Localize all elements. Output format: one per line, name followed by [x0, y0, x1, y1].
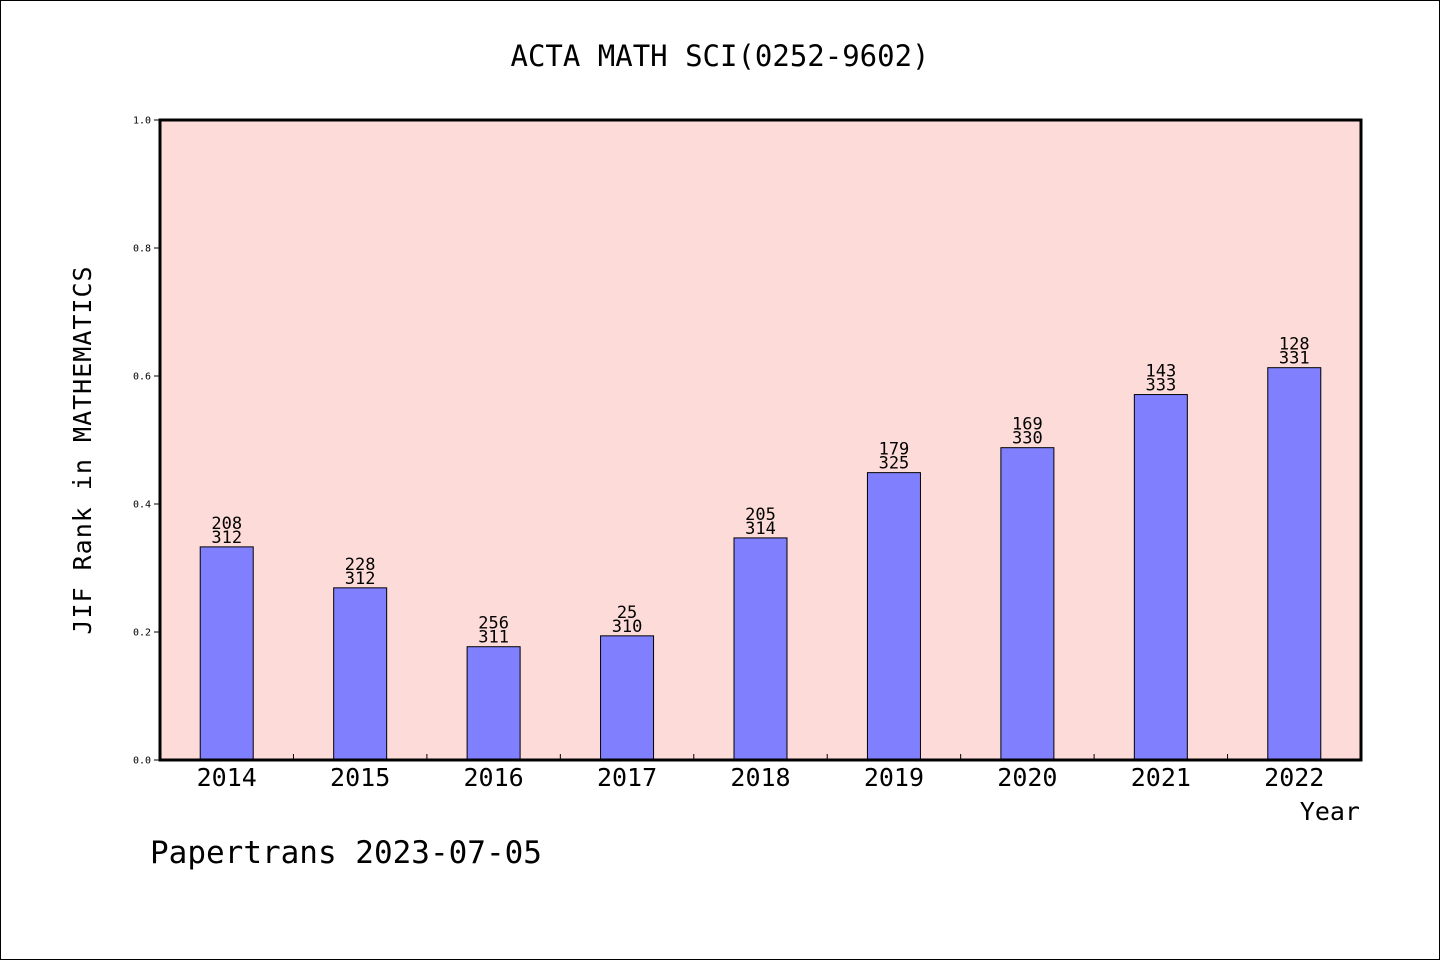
bar-2016 [466, 646, 521, 761]
y-tick-label: 1.0 [133, 116, 151, 127]
x-axis-label: Year [1300, 797, 1360, 826]
bar-total-label: 312 [211, 528, 242, 548]
bar-rank-label: 169 [1012, 415, 1043, 435]
bar-2015 [333, 587, 388, 761]
y-tick-label: 0.0 [133, 756, 151, 767]
bar-rank-label: 228 [345, 555, 376, 575]
bar-2020 [1000, 447, 1055, 761]
bar-2017 [600, 635, 655, 761]
x-axis-ticks: 2014 2015 2016 2017 2018 2019 2020 2021 2022 [197, 754, 1324, 792]
bar-rank-label: 128 [1279, 335, 1310, 355]
footer-text: Papertrans 2023-07-05 [150, 835, 542, 871]
x-tick-label: 2017 [597, 763, 657, 792]
x-tick-label: 2015 [330, 763, 390, 792]
bar-rank-label: 208 [211, 514, 242, 534]
y-tick-label: 0.6 [133, 372, 151, 383]
x-tick-label: 2014 [197, 763, 257, 792]
bar-total-label: 331 [1279, 349, 1310, 369]
x-tick-label: 2016 [464, 763, 524, 792]
y-tick-label: 0.8 [133, 244, 151, 255]
x-tick-label: 2021 [1131, 763, 1191, 792]
bar-total-label: 314 [745, 519, 776, 539]
bar-total-label: 312 [345, 569, 376, 589]
bar-total-label: 333 [1145, 376, 1176, 396]
chart-title: ACTA MATH SCI(0252-9602) [510, 39, 929, 73]
plot-border [158, 118, 1363, 762]
bar-labels: 2083122283122563112531020531417932516933… [211, 335, 1309, 648]
bar-2019 [866, 472, 921, 761]
bar-2021 [1133, 394, 1188, 761]
bar-total-label: 330 [1012, 429, 1043, 449]
y-axis-ticks: 0.0 0.2 0.4 0.6 0.8 1.0 [133, 116, 160, 767]
bar-rank-label: 256 [478, 614, 509, 634]
y-tick-label: 0.4 [133, 500, 151, 511]
x-tick-label: 2019 [864, 763, 924, 792]
bar-2022 [1267, 367, 1322, 761]
x-tick-label: 2018 [730, 763, 790, 792]
bar-rank-label: 179 [879, 440, 910, 460]
x-tick-label: 2022 [1264, 763, 1324, 792]
bar-2014 [199, 546, 254, 761]
bars [199, 367, 1322, 761]
bar-total-label: 325 [879, 454, 910, 474]
bar-rank-label: 25 [617, 603, 637, 623]
bar-total-label: 310 [612, 617, 643, 637]
bar-rank-label: 205 [745, 505, 776, 525]
y-axis-label: JIF Rank in MATHEMATICS [68, 265, 97, 634]
bar-rank-label: 143 [1145, 362, 1176, 382]
bar-total-label: 311 [478, 628, 509, 648]
bar-2018 [733, 537, 788, 761]
y-tick-label: 0.2 [133, 628, 151, 639]
x-tick-label: 2020 [997, 763, 1057, 792]
